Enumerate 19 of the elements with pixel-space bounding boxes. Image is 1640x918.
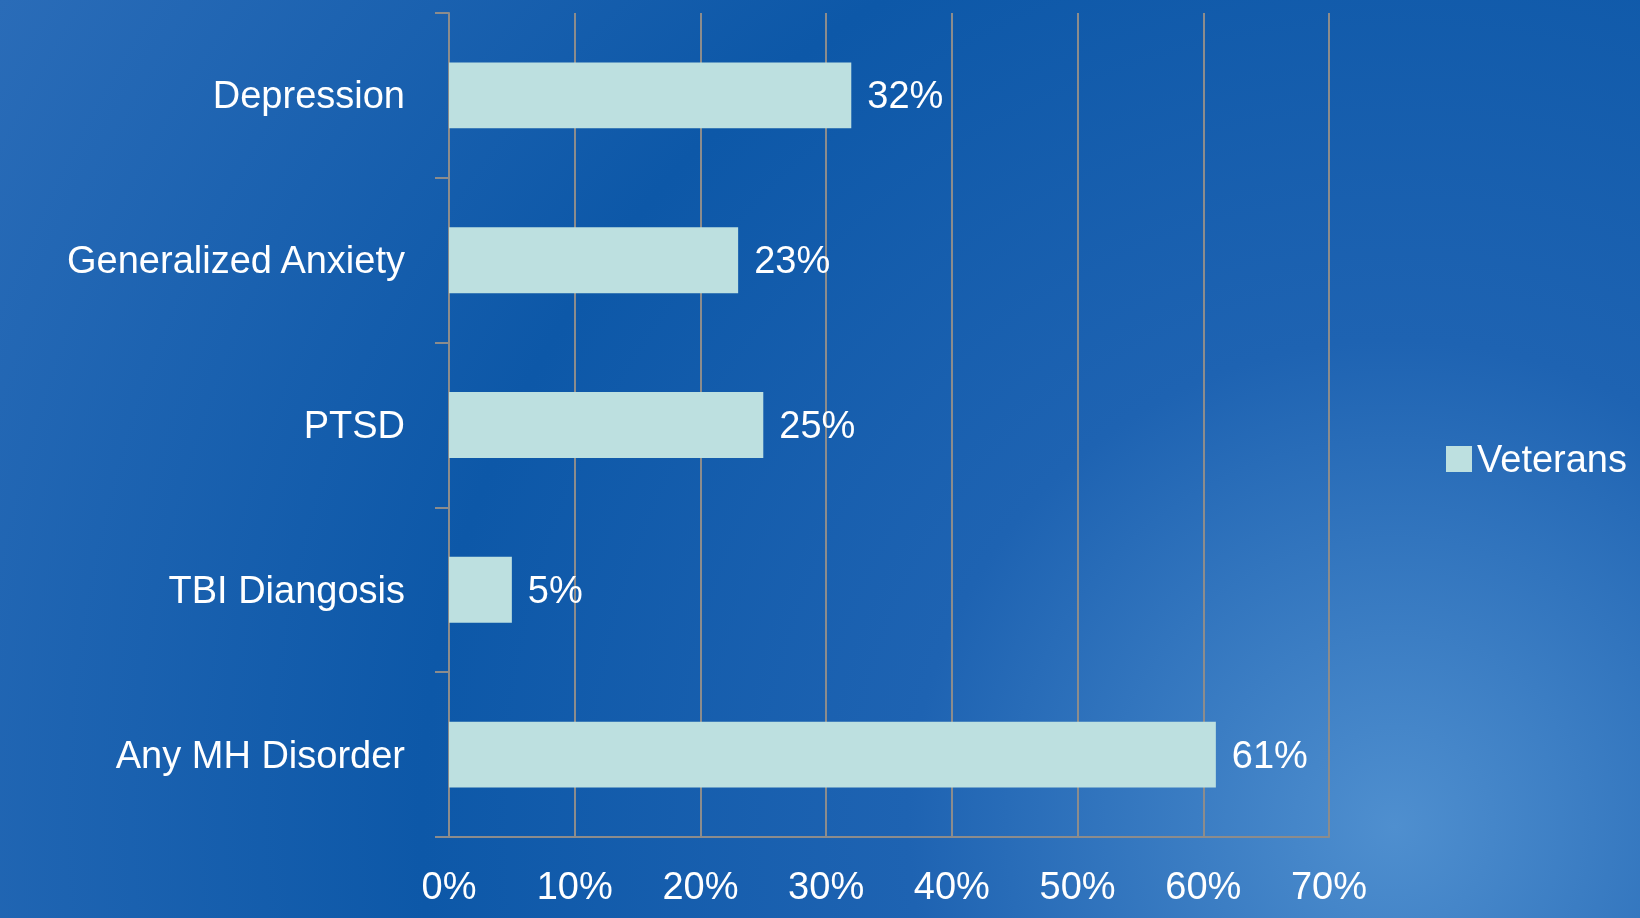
y-tick-label: Any MH Disorder	[115, 733, 406, 776]
x-tick-label: 0%	[421, 865, 477, 907]
x-tick-label: 30%	[788, 865, 865, 907]
y-tick-label: Generalized Anxiety	[67, 239, 405, 282]
x-tick-label: 20%	[662, 865, 739, 907]
y-tick-label: PTSD	[303, 404, 405, 446]
x-tick-label: 50%	[1039, 865, 1116, 907]
data-label: 25%	[779, 404, 856, 446]
x-tick-label: 40%	[913, 865, 990, 907]
x-tick-label: 70%	[1290, 865, 1368, 907]
y-tick-label: Depression	[212, 74, 405, 117]
x-tick-label: 10%	[536, 865, 613, 907]
data-label: 32%	[867, 74, 944, 117]
x-tick-label: 60%	[1165, 865, 1242, 907]
legend-label: Veterans	[1477, 438, 1627, 480]
y-tick-label: TBI Diangosis	[168, 568, 405, 611]
data-label: 5%	[527, 568, 583, 611]
data-label: 23%	[754, 239, 831, 282]
data-label: 61%	[1231, 733, 1308, 776]
